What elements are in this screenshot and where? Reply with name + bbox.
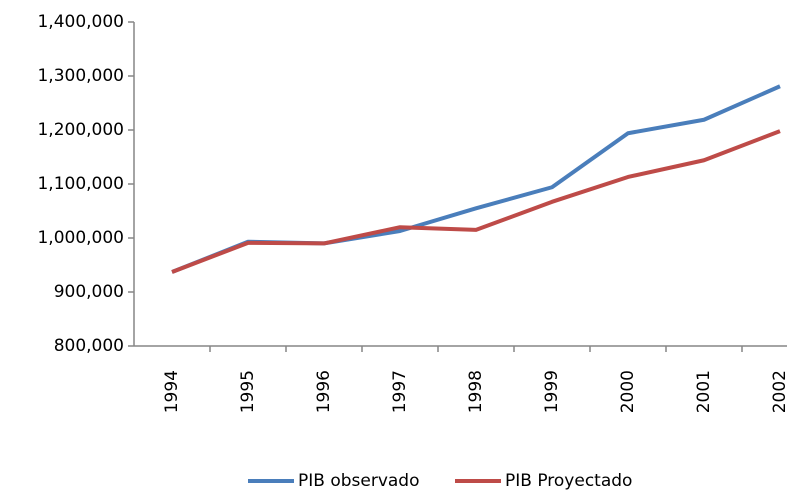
x-tick-label: 1999 [542,370,562,413]
y-tick-label: 800,000 [54,336,124,356]
x-tick-label: 2001 [694,370,714,413]
series-line [171,129,781,274]
x-tick-label: 1997 [390,370,410,413]
y-tick-label: 1,400,000 [37,12,124,32]
legend-label: PIB observado [298,471,420,491]
x-tick-label: 1996 [314,370,334,413]
y-tick-label: 1,300,000 [37,66,124,86]
x-tick-label: 1998 [466,370,486,413]
x-tick-label: 2002 [770,370,787,413]
legend-label: PIB Proyectado [505,471,632,491]
y-tick-label: 1,200,000 [37,120,124,140]
y-tick-label: 1,100,000 [37,174,124,194]
y-tick-label: 1,000,000 [37,228,124,248]
x-tick-label: 1995 [238,370,258,413]
y-tick-label: 900,000 [54,282,124,302]
x-tick-label: 1994 [162,370,182,413]
x-tick-label: 2000 [618,370,638,413]
